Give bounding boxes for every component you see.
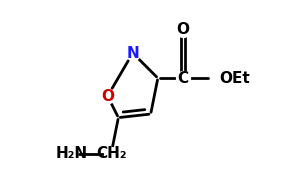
Text: OEt: OEt (219, 71, 250, 86)
Text: C: C (177, 71, 189, 86)
Text: O: O (177, 22, 189, 37)
Text: H₂N: H₂N (56, 146, 88, 161)
Text: O: O (101, 89, 114, 104)
Text: N: N (126, 46, 139, 60)
Text: CH₂: CH₂ (96, 146, 127, 161)
